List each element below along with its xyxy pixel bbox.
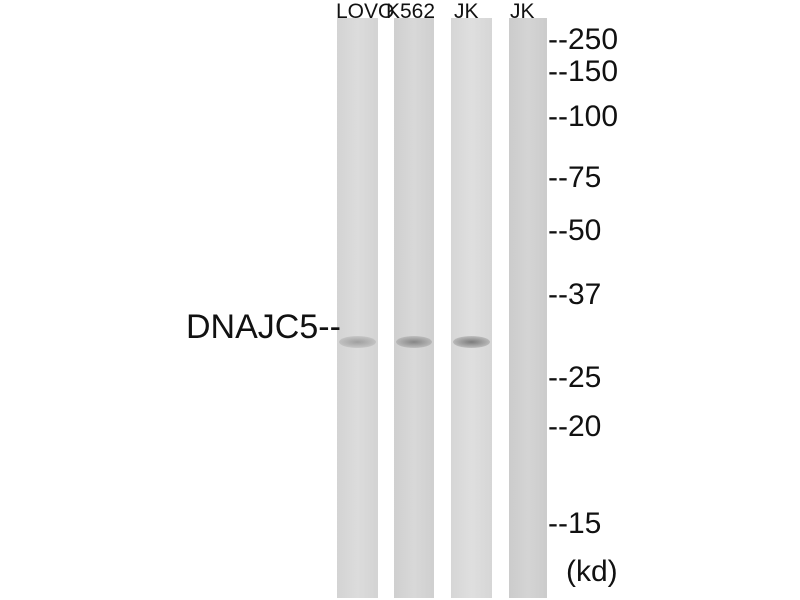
band	[511, 336, 545, 348]
marker-37: --37	[548, 278, 602, 311]
blot-lane-2	[394, 18, 434, 598]
marker-15: --15	[548, 507, 602, 540]
blot-lane-1	[337, 18, 378, 598]
marker-25: --25	[548, 361, 602, 394]
protein-label: DNAJC5--	[186, 308, 341, 346]
lane-label-4: JK	[510, 0, 535, 23]
marker-50: --50	[548, 214, 602, 247]
marker-20: --20	[548, 410, 602, 443]
band	[453, 336, 490, 348]
lane-label-1: LOVO	[336, 0, 395, 23]
blot-lane-4	[509, 18, 547, 598]
marker-150: --150	[548, 55, 619, 88]
lane-label-3: JK	[454, 0, 479, 23]
lane-label-2: K562	[386, 0, 436, 23]
marker-250: --250	[548, 23, 619, 56]
blot-lane-3	[451, 18, 492, 598]
unit-label: (kd)	[566, 555, 618, 588]
band	[396, 336, 432, 348]
marker-100: --100	[548, 100, 619, 133]
band	[339, 336, 376, 348]
marker-75: --75	[548, 161, 602, 194]
